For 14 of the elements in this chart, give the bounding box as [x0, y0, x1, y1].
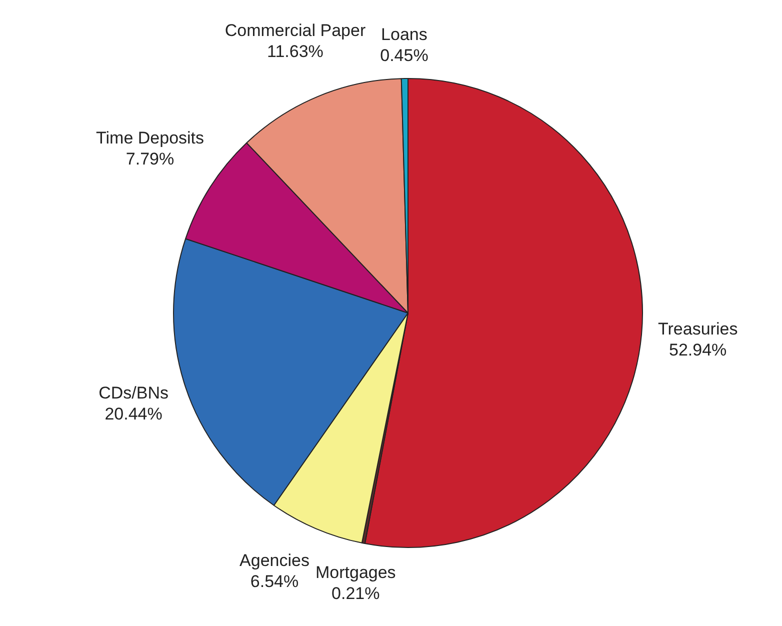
slice-label: Commercial Paper [224, 21, 366, 40]
data-label: 11.63% [267, 42, 324, 62]
data-label: 6.54% [250, 572, 299, 591]
slice-label: Loans [381, 24, 428, 44]
slice-label: Agencies [240, 550, 310, 570]
data-label: 0.21% [332, 584, 380, 603]
data-label: 20.44% [104, 404, 162, 424]
data-label: 0.45% [380, 46, 428, 65]
slice-label: Treasuries [658, 320, 738, 339]
slice-label: Mortgages [315, 562, 396, 582]
slice-label: CDs/BNs [98, 384, 168, 403]
slice-label: Time Deposits [96, 128, 204, 148]
data-label: 52.94% [669, 340, 727, 360]
data-label: 7.79% [126, 149, 174, 168]
